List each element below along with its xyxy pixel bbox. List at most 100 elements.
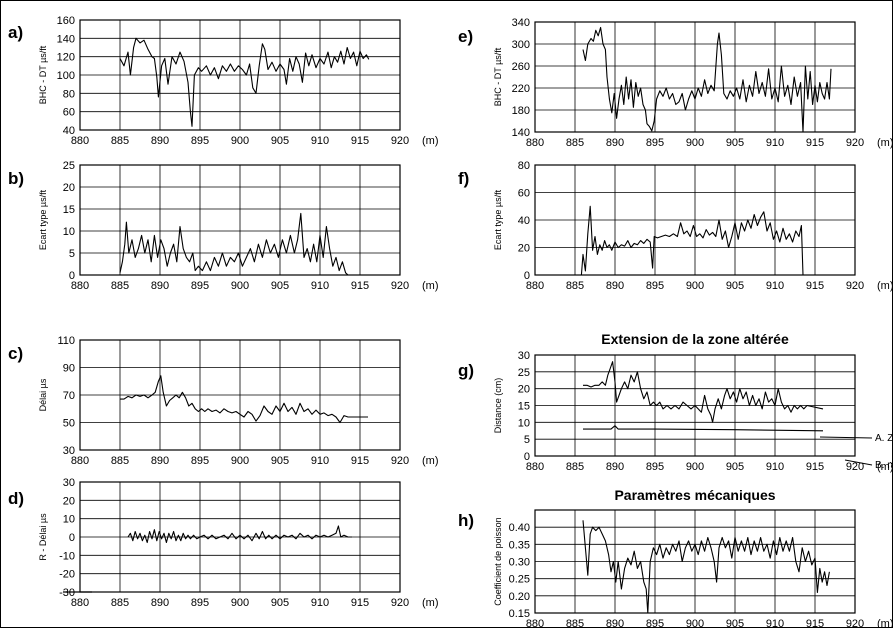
x-tick-label: 885 xyxy=(111,135,129,147)
y-tick-label: 0 xyxy=(69,270,75,282)
section-title: Extension de la zone altérée xyxy=(601,331,789,347)
y-tick-label: 30 xyxy=(518,350,530,362)
x-tick-label: 890 xyxy=(606,137,624,149)
series-annotation: A. Z. ext. xyxy=(875,433,893,444)
y-axis-label: Ecart type µs/ft xyxy=(493,189,503,250)
x-tick-label: 915 xyxy=(806,280,824,292)
leader-line xyxy=(819,436,873,439)
panel-label: g) xyxy=(458,361,474,380)
y-tick-label: -10 xyxy=(59,550,75,562)
x-tick-label: 890 xyxy=(151,280,169,292)
series-line-f xyxy=(580,205,804,276)
y-tick-label: 5 xyxy=(69,248,75,260)
x-unit-label: (m) xyxy=(877,618,893,628)
x-tick-label: 890 xyxy=(606,280,624,292)
y-axis-label: Ecart type µs/ft xyxy=(38,189,48,250)
y-tick-label: 80 xyxy=(518,160,530,172)
x-tick-label: 910 xyxy=(766,461,784,473)
plot-frame xyxy=(79,339,401,451)
x-tick-label: 900 xyxy=(231,135,249,147)
y-axis-label: Distance (cm) xyxy=(493,378,503,434)
x-tick-label: 910 xyxy=(311,455,329,467)
panel-label: c) xyxy=(8,344,23,363)
x-tick-label: 920 xyxy=(391,597,409,609)
y-tick-label: 0 xyxy=(69,532,75,544)
x-tick-label: 910 xyxy=(311,280,329,292)
x-tick-label: 900 xyxy=(231,597,249,609)
x-tick-label: 900 xyxy=(231,455,249,467)
y-tick-label: 90 xyxy=(63,363,75,375)
x-tick-label: 895 xyxy=(191,455,209,467)
x-tick-label: 885 xyxy=(111,455,129,467)
y-tick-label: 140 xyxy=(57,33,75,45)
x-tick-label: 905 xyxy=(271,135,289,147)
x-tick-label: 910 xyxy=(311,135,329,147)
y-tick-label: 0.20 xyxy=(509,591,530,603)
y-tick-label: -30 xyxy=(59,587,75,599)
y-tick-label: 160 xyxy=(57,15,75,27)
y-tick-label: 180 xyxy=(512,105,530,117)
y-tick-label: 340 xyxy=(512,17,530,29)
x-tick-label: 910 xyxy=(766,618,784,628)
x-tick-label: 905 xyxy=(271,280,289,292)
x-tick-label: 895 xyxy=(191,597,209,609)
x-tick-label: 895 xyxy=(646,461,664,473)
y-tick-label: 0 xyxy=(524,451,530,463)
panel-label: a) xyxy=(8,23,23,42)
x-tick-label: 910 xyxy=(311,597,329,609)
x-tick-label: 915 xyxy=(351,597,369,609)
y-tick-label: 15 xyxy=(63,204,75,216)
y-axis-label: R - Délai µs xyxy=(38,513,48,561)
x-tick-label: 905 xyxy=(271,455,289,467)
panel-label: h) xyxy=(458,511,474,530)
x-tick-label: 920 xyxy=(391,280,409,292)
x-tick-label: 880 xyxy=(71,455,89,467)
leader-line xyxy=(844,459,873,466)
x-tick-label: 920 xyxy=(846,618,864,628)
y-axis-label: Délai µs xyxy=(38,378,48,411)
plot-frame xyxy=(79,164,401,276)
y-tick-label: -20 xyxy=(59,569,75,581)
x-tick-label: 915 xyxy=(351,455,369,467)
x-tick-label: 890 xyxy=(151,135,169,147)
series-line-h xyxy=(582,520,830,614)
x-tick-label: 885 xyxy=(566,461,584,473)
y-tick-label: 60 xyxy=(518,188,530,200)
x-tick-label: 915 xyxy=(806,137,824,149)
x-tick-label: 915 xyxy=(806,461,824,473)
chart-b: b) 0 5 10 15 20 25 880 885 890 895 900 905 910 915 920 (… xyxy=(8,160,439,292)
y-tick-label: 260 xyxy=(512,61,530,73)
x-tick-label: 920 xyxy=(846,280,864,292)
x-tick-label: 910 xyxy=(766,137,784,149)
x-tick-label: 880 xyxy=(71,597,89,609)
y-tick-label: 15 xyxy=(518,401,530,413)
x-unit-label: (m) xyxy=(422,597,439,609)
y-axis-label: BHC - DT µs/ft xyxy=(38,45,48,104)
y-tick-label: 120 xyxy=(57,52,75,64)
y-tick-label: 25 xyxy=(63,160,75,172)
x-tick-label: 895 xyxy=(191,280,209,292)
y-tick-label: 110 xyxy=(57,335,75,347)
y-tick-label: 10 xyxy=(518,417,530,429)
series-line-e xyxy=(582,26,832,133)
x-tick-label: 880 xyxy=(526,280,544,292)
x-tick-label: 885 xyxy=(566,280,584,292)
x-tick-label: 905 xyxy=(726,137,744,149)
chart-a: a) 40 60 80 100 120 140 160 880 885 890 895 900 905 91… xyxy=(8,15,439,147)
series-line-a xyxy=(119,37,370,127)
x-tick-label: 900 xyxy=(686,280,704,292)
y-tick-label: 10 xyxy=(63,226,75,238)
chart-e: e) 140 180 220 260 300 340 880 885 890 895 900 905 91… xyxy=(458,17,893,149)
panel-label: b) xyxy=(8,169,24,188)
y-tick-label: 100 xyxy=(57,70,75,82)
chart-d: d) -30 -20 -10 0 10 20 30 880 885 890 895 900 905 910 9… xyxy=(8,477,439,609)
x-tick-label: 900 xyxy=(686,461,704,473)
y-tick-label: 20 xyxy=(63,495,75,507)
x-tick-label: 910 xyxy=(766,280,784,292)
x-tick-label: 880 xyxy=(526,618,544,628)
y-tick-label: 25 xyxy=(518,367,530,379)
y-tick-label: 50 xyxy=(63,418,75,430)
x-tick-label: 885 xyxy=(566,137,584,149)
x-tick-label: 905 xyxy=(726,461,744,473)
